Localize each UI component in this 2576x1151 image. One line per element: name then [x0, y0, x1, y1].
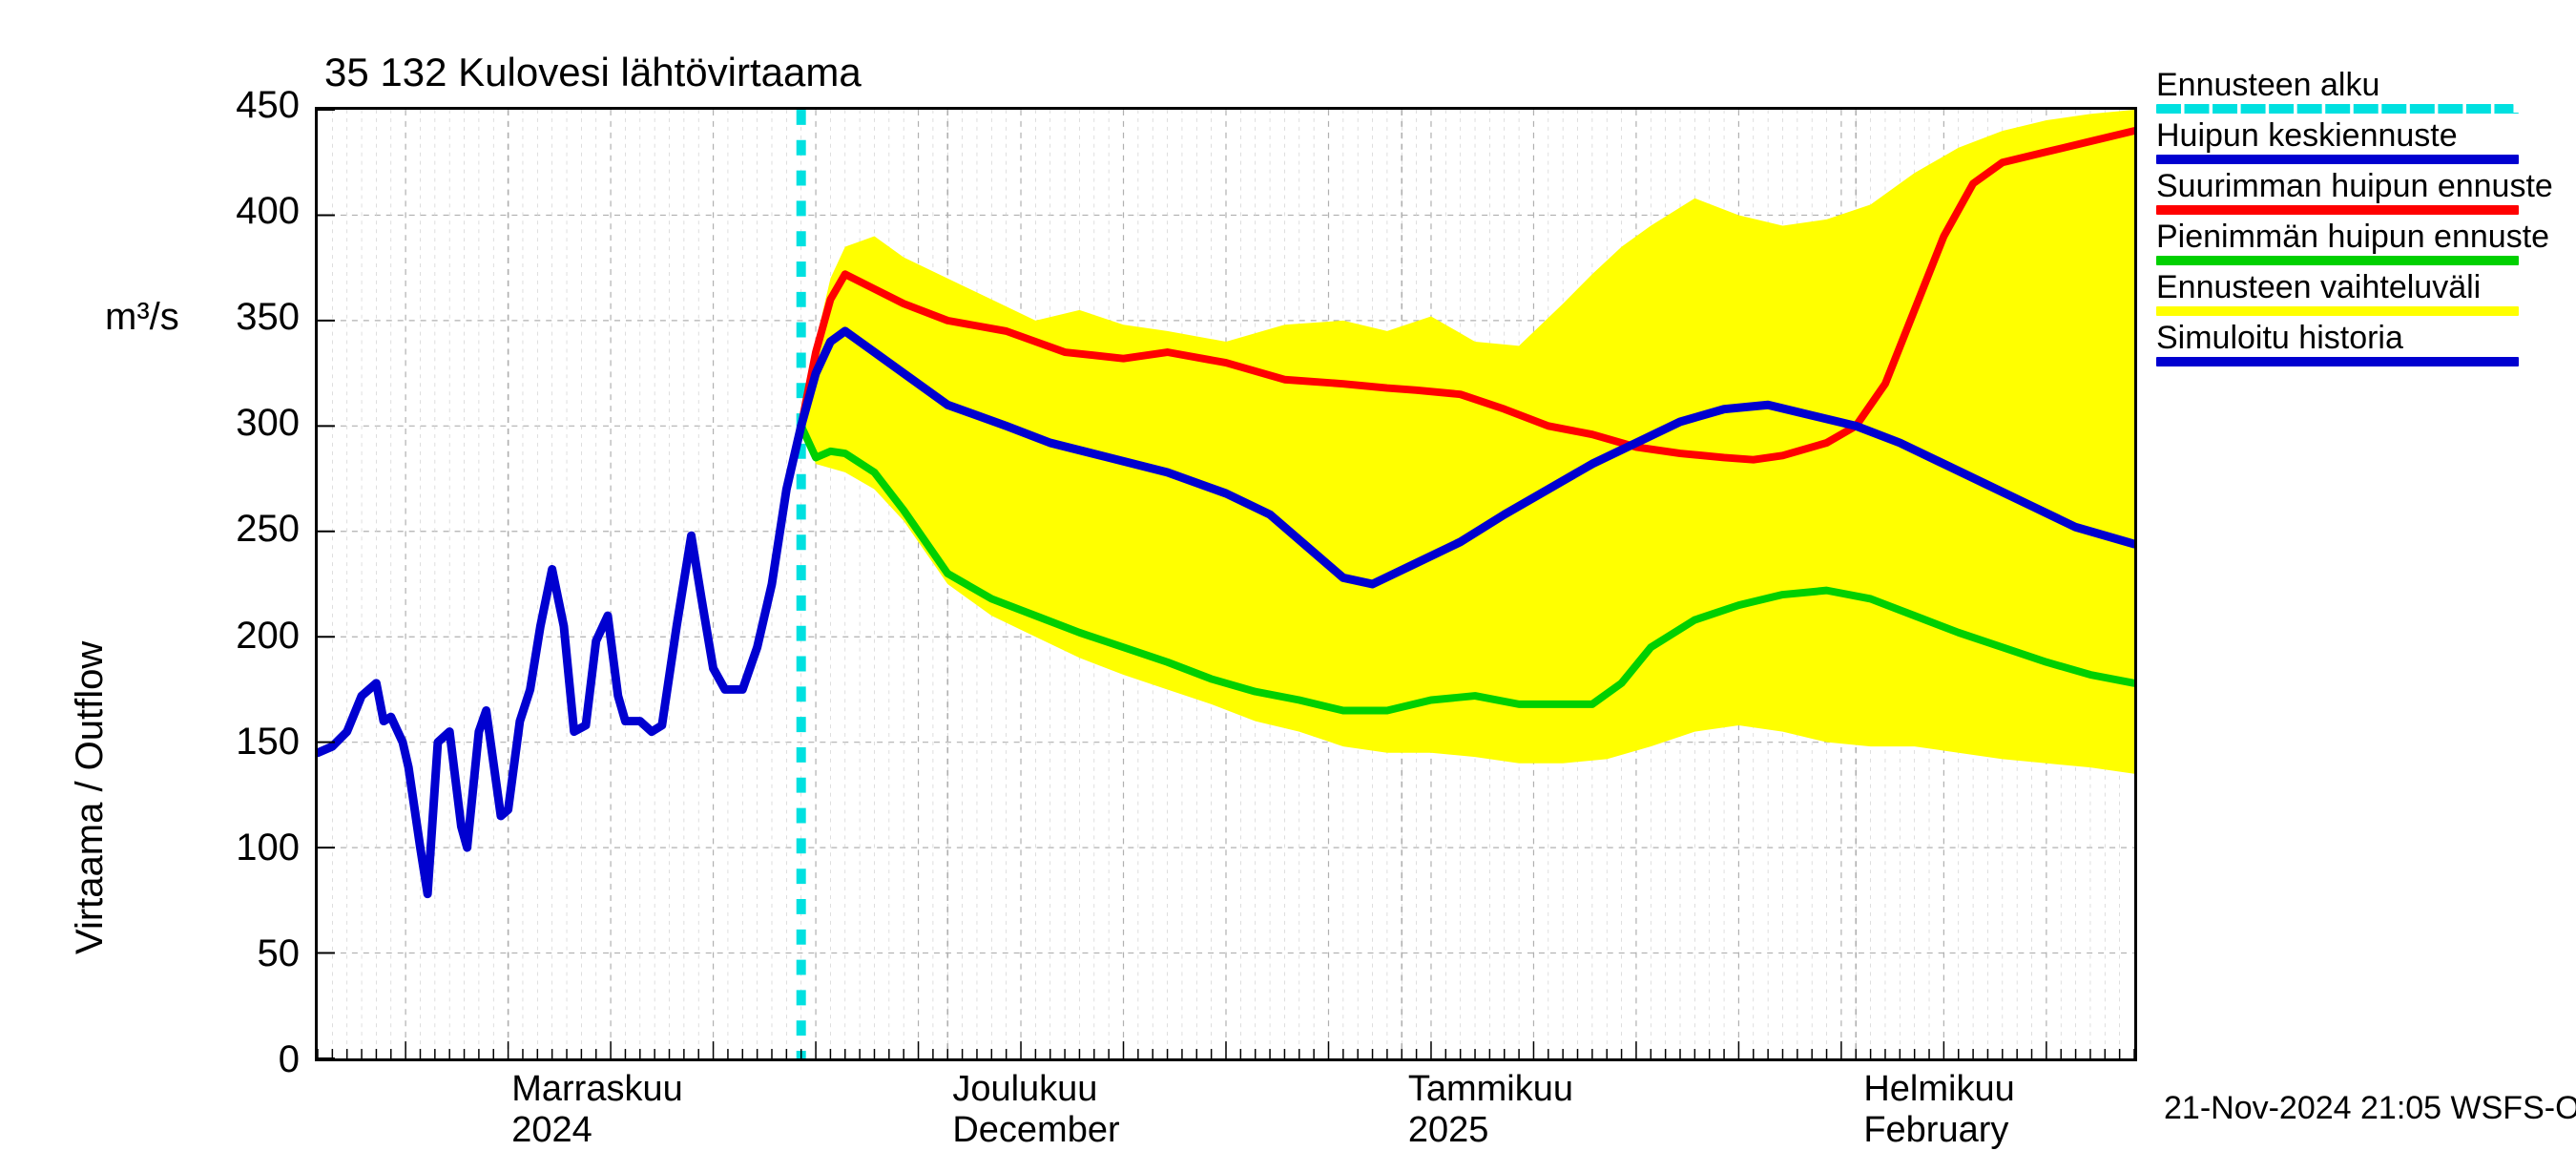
y-tick-label: 50 [195, 932, 300, 975]
legend-item: Huipun keskiennuste [2156, 117, 2553, 164]
chart-title: 35 132 Kulovesi lähtövirtaama [324, 50, 862, 95]
legend-label: Pienimmän huipun ennuste [2156, 219, 2553, 256]
y-axis-label: Virtaama / Outflow [69, 641, 112, 954]
y-tick-label: 200 [195, 615, 300, 658]
legend-item: Simuloitu historia [2156, 320, 2553, 366]
x-tick-label: Tammikuu2025 [1408, 1069, 1573, 1151]
legend-label: Ennusteen alku [2156, 67, 2553, 104]
y-tick-label: 0 [195, 1038, 300, 1081]
legend-label: Simuloitu historia [2156, 320, 2553, 357]
legend: Ennusteen alku Huipun keskiennuste Suurimm… [2156, 67, 2553, 370]
legend-item: Ennusteen vaihteluväli [2156, 269, 2553, 316]
legend-item: Suurimman huipun ennuste [2156, 168, 2553, 215]
legend-label: Huipun keskiennuste [2156, 117, 2553, 155]
y-tick-label: 300 [195, 402, 300, 445]
plot-area [315, 107, 2137, 1061]
legend-swatch [2156, 357, 2519, 366]
chart-container: 35 132 Kulovesi lähtövirtaama Virtaama /… [0, 0, 2576, 1145]
x-tick-label: JoulukuuDecember [952, 1069, 1119, 1151]
y-tick-label: 400 [195, 190, 300, 233]
legend-label: Ennusteen vaihteluväli [2156, 269, 2553, 306]
legend-swatch [2156, 104, 2519, 114]
x-tick-label: HelmikuuFebruary [1863, 1069, 2014, 1151]
legend-swatch [2156, 205, 2519, 215]
y-tick-label: 450 [195, 84, 300, 127]
legend-swatch [2156, 155, 2519, 164]
footer-timestamp: 21-Nov-2024 21:05 WSFS-O [2164, 1090, 2576, 1127]
plot-svg [318, 110, 2134, 1058]
legend-swatch [2156, 256, 2519, 265]
y-tick-label: 350 [195, 296, 300, 339]
y-tick-label: 250 [195, 508, 300, 551]
y-tick-label: 100 [195, 827, 300, 869]
legend-swatch [2156, 306, 2519, 316]
y-tick-label: 150 [195, 721, 300, 764]
y-axis-unit: m³/s [105, 296, 179, 339]
x-tick-label: Marraskuu2024 [511, 1069, 683, 1151]
legend-item: Ennusteen alku [2156, 67, 2553, 114]
legend-label: Suurimman huipun ennuste [2156, 168, 2553, 205]
legend-item: Pienimmän huipun ennuste [2156, 219, 2553, 265]
